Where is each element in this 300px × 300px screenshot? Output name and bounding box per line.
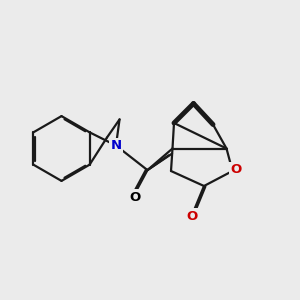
Text: N: N [110, 139, 122, 152]
Text: O: O [129, 190, 140, 204]
Text: O: O [186, 209, 198, 223]
Text: O: O [129, 190, 140, 204]
Text: O: O [230, 163, 242, 176]
